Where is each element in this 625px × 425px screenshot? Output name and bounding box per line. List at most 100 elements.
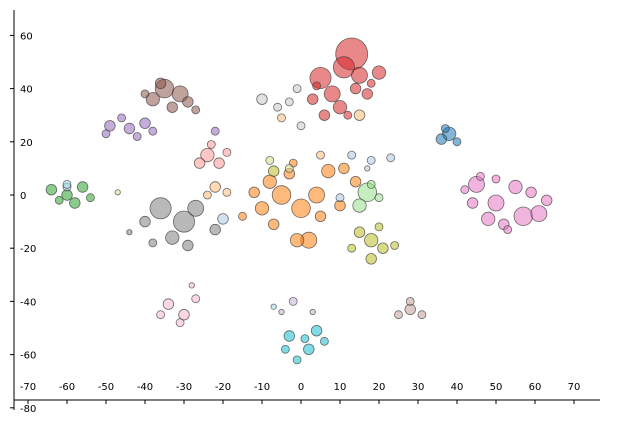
data-point-cluster-3-35 [481,211,496,226]
data-point-cluster-4-55 [314,210,327,223]
data-point-cluster-13-112 [417,310,427,320]
data-point-cluster-3-32 [513,206,534,227]
data-point-cluster-8-82 [347,150,357,160]
x-tick-label: 30 [412,382,425,393]
data-point-cluster-14-115 [200,148,215,163]
data-point-cluster-1-19 [154,77,167,90]
data-point-cluster-7-78 [452,137,462,147]
data-point-cluster-5-66 [148,238,158,248]
data-point-cluster-3-42 [491,174,501,184]
data-point-cluster-10-96 [303,343,315,356]
data-point-cluster-15-125 [277,113,286,123]
data-point-cluster-2-25 [117,113,126,123]
data-point-cluster-19-139 [270,303,277,310]
data-point-cluster-2-26 [132,132,142,141]
y-tick-label: 20 [20,138,33,149]
data-point-cluster-4-52 [338,162,350,175]
data-point-cluster-8-84 [217,213,229,225]
y-tick-label: -60 [20,351,36,362]
bubble-layer [45,37,553,365]
y-tick-label: 0 [20,191,26,202]
data-point-cluster-18-137 [265,155,275,165]
data-point-cluster-9-88 [353,226,366,238]
data-point-cluster-4-46 [308,186,326,204]
data-point-cluster-14-116 [213,157,225,169]
data-point-cluster-3-43 [460,185,470,195]
data-point-cluster-3-31 [487,194,505,212]
data-point-cluster-9-92 [347,243,357,253]
data-point-cluster-10-97 [310,325,323,337]
x-tick-label: 0 [298,382,304,393]
data-point-cluster-0-4 [371,65,387,80]
data-point-cluster-12-105 [162,298,175,310]
x-tick-label: -50 [98,382,114,393]
data-point-cluster-15-124 [353,109,366,121]
data-point-cluster-0-11 [343,110,353,120]
x-tick-label: -30 [176,382,192,393]
x-tick-label: 20 [373,382,386,393]
data-point-cluster-6-75 [86,193,95,203]
data-point-cluster-5-63 [187,199,205,217]
data-point-cluster-0-12 [312,81,322,91]
x-tick-label: 50 [490,382,503,393]
data-point-cluster-13-113 [394,310,403,320]
data-point-cluster-16-129 [366,179,376,189]
data-point-cluster-14-118 [222,147,232,157]
data-point-cluster-3-38 [525,186,537,199]
data-point-cluster-4-49 [289,233,305,248]
data-point-cluster-3-39 [541,194,553,207]
data-point-cluster-0-8 [349,82,362,95]
data-point-cluster-19-138 [62,179,72,189]
data-point-cluster-5-65 [139,215,151,228]
data-point-cluster-5-61 [149,197,172,220]
data-point-cluster-12-107 [191,294,201,304]
data-point-cluster-13-114 [405,296,415,306]
data-point-cluster-5-68 [182,239,194,252]
data-point-cluster-5-69 [126,229,133,236]
data-point-cluster-9-87 [364,233,379,248]
data-point-cluster-0-1 [332,56,355,79]
data-point-cluster-2-22 [104,120,116,132]
x-tick-label: 40 [451,382,464,393]
data-point-cluster-1-16 [145,92,160,107]
data-point-cluster-0-3 [351,66,368,84]
data-point-cluster-4-50 [254,201,270,216]
data-point-cluster-1-20 [140,89,150,99]
data-point-cluster-1-18 [182,96,194,108]
data-point-cluster-0-6 [332,100,348,115]
data-point-cluster-3-34 [508,179,523,195]
data-point-cluster-6-73 [69,197,81,209]
data-point-cluster-14-119 [206,140,216,149]
data-point-cluster-6-72 [76,181,89,193]
data-point-cluster-2-24 [139,117,151,129]
data-point-cluster-10-100 [280,344,290,354]
data-point-cluster-10-99 [319,336,329,346]
data-point-cluster-9-94 [268,165,280,177]
data-point-cluster-4-60 [238,211,247,221]
y-tick-label: -40 [20,297,36,308]
y-axis: 60 40 20 0 -20 -40 -60 -80 [10,10,36,415]
data-point-cluster-12-108 [175,318,185,328]
data-point-cluster-10-95 [283,330,296,342]
data-point-cluster-2-28 [101,129,111,139]
x-axis: -70 -60 -50 -40 -30 -20 -10 0 10 20 30 40 50 60 70 [14,382,600,404]
data-point-cluster-1-17 [166,101,179,113]
data-point-cluster-8-83 [366,155,376,165]
data-point-cluster-10-98 [292,355,302,365]
data-point-cluster-18-135 [114,189,121,196]
data-point-cluster-9-90 [365,253,377,265]
data-point-cluster-3-40 [503,225,513,235]
data-point-cluster-4-57 [268,218,280,231]
data-point-cluster-17-134 [292,84,302,93]
x-tick-label: 70 [568,382,581,393]
y-tick-label: 40 [20,85,33,96]
data-point-cluster-0-13 [366,78,376,88]
x-tick-label: -40 [137,382,153,393]
y-tick-label: -20 [20,244,36,255]
data-point-cluster-18-136 [284,163,294,173]
data-point-cluster-2-23 [123,122,136,135]
data-point-cluster-17-133 [273,102,283,112]
data-point-cluster-5-67 [209,223,221,236]
